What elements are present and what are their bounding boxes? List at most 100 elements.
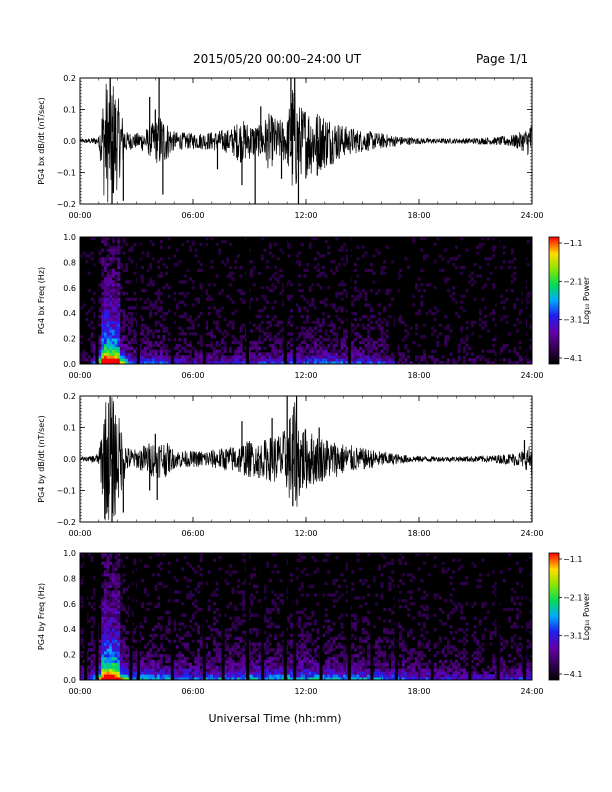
spectrogram-cell	[80, 578, 84, 583]
spectrogram-cell	[391, 578, 395, 583]
spectrogram-cell	[165, 329, 169, 333]
spectrogram-cell	[122, 656, 126, 661]
spectrogram-cell	[146, 343, 150, 348]
spectrogram-cell	[146, 607, 150, 612]
spectrogram-cell	[422, 349, 427, 353]
spectrogram-cell	[385, 677, 389, 680]
spectrogram-cell	[290, 645, 294, 649]
colorbar-tick-label: −4.1	[563, 354, 582, 363]
spectrogram-cell	[505, 314, 509, 319]
spectrogram-cell	[204, 297, 209, 301]
spectrogram-cell	[306, 668, 310, 672]
spectrogram-cell	[329, 355, 333, 359]
spectrogram-cell	[141, 662, 145, 666]
spectrogram-cell	[391, 358, 395, 362]
spectrogram-cell	[178, 280, 182, 284]
spectrogram-cell	[109, 314, 113, 319]
spectrogram-cell	[271, 355, 275, 359]
spectrogram-cell	[173, 254, 177, 258]
spectrogram-cell	[351, 312, 355, 316]
spectrogram-cell	[343, 645, 347, 649]
spectrogram-cell	[345, 564, 349, 568]
spectrogram-cell	[513, 277, 517, 281]
spectrogram-cell	[383, 346, 387, 350]
spectrogram-cell	[529, 326, 532, 330]
spectrogram-cell	[149, 349, 153, 353]
spectrogram-cell	[332, 343, 336, 348]
spectrogram-cell	[383, 260, 387, 264]
spectrogram-cell	[457, 254, 461, 258]
spectrogram-cell	[383, 317, 387, 322]
spectrogram-cell	[433, 671, 437, 675]
spectrogram-cell	[242, 607, 246, 612]
spectrogram-cell	[186, 349, 190, 353]
spectrogram-cell	[327, 662, 331, 666]
spectrogram-cell	[242, 361, 246, 364]
spectrogram-cell	[122, 636, 126, 640]
spectrogram-cell	[236, 622, 240, 626]
spectrogram-cell	[165, 355, 169, 359]
spectrogram-cell	[215, 607, 219, 612]
spectrogram-cell	[228, 358, 232, 362]
spectrogram-cell	[327, 628, 331, 632]
spectrogram-cell	[159, 665, 163, 669]
spectrogram-cell	[263, 616, 267, 620]
spectrogram-cell	[255, 349, 259, 353]
spectrogram-cell	[367, 659, 371, 664]
spectrogram-cell	[183, 280, 187, 284]
spectrogram-cell	[518, 312, 522, 316]
spectrogram-cell	[316, 645, 320, 649]
spectrogram-cell	[446, 288, 450, 293]
spectrogram-cell	[329, 628, 333, 632]
spectrogram-cell	[146, 642, 150, 646]
spectrogram-cell	[189, 358, 193, 362]
spectrogram-cell	[114, 248, 118, 252]
page-number: Page 1/1	[476, 52, 529, 66]
spectrogram-cell	[109, 248, 113, 252]
spectrogram-cell	[252, 648, 256, 652]
spectrogram-cell	[151, 645, 155, 649]
spectrogram-cell	[250, 613, 254, 617]
spectrogram-cell	[90, 668, 94, 672]
spectrogram-cell	[351, 625, 355, 629]
spectrogram-cell	[143, 619, 147, 623]
spectrogram-cell	[287, 361, 291, 364]
spectrogram-cell	[303, 665, 307, 669]
spectrogram-cell	[274, 662, 278, 666]
spectrogram-cell	[353, 665, 357, 669]
spectrogram-cell	[175, 671, 179, 675]
spectrogram-cell	[279, 599, 283, 603]
spectrogram-cell	[308, 636, 312, 640]
x-tick-label: 12:00	[294, 371, 317, 380]
spectrogram-cell	[157, 294, 161, 299]
spectrogram-cell	[117, 239, 121, 244]
spectrogram-cell	[223, 361, 227, 364]
spectrogram-cell	[143, 358, 147, 362]
spectrogram-cell	[109, 677, 113, 680]
spectrogram-cell	[122, 590, 126, 594]
spectrogram-cell	[420, 283, 424, 287]
spectrogram-cell	[226, 662, 230, 666]
spectrogram-cell	[290, 659, 294, 664]
spectrogram-cell	[133, 352, 137, 356]
spectrogram-cell	[117, 262, 121, 267]
spectrogram-cell	[391, 297, 395, 301]
spectrogram-cell	[266, 265, 270, 270]
spectrogram-cells	[80, 553, 532, 680]
spectrogram-cell	[159, 274, 163, 278]
spectrogram-cell	[228, 573, 232, 577]
spectrogram-cell	[239, 343, 243, 348]
spectrogram-cell	[383, 619, 387, 623]
spectrogram-cell	[332, 668, 336, 672]
spectrogram-cell	[122, 335, 126, 339]
spectrogram-cell	[157, 335, 161, 339]
spectrogram-cell	[117, 257, 121, 261]
spectrogram-cell	[425, 312, 429, 316]
spectrogram-cell	[109, 636, 113, 640]
spectrogram-cell	[138, 622, 142, 626]
spectrogram-cell	[425, 671, 429, 675]
spectrogram-cell	[306, 329, 310, 333]
spectrogram-cell	[329, 303, 333, 307]
spectrogram-cell	[412, 303, 416, 307]
spectrogram-cell	[117, 329, 121, 333]
